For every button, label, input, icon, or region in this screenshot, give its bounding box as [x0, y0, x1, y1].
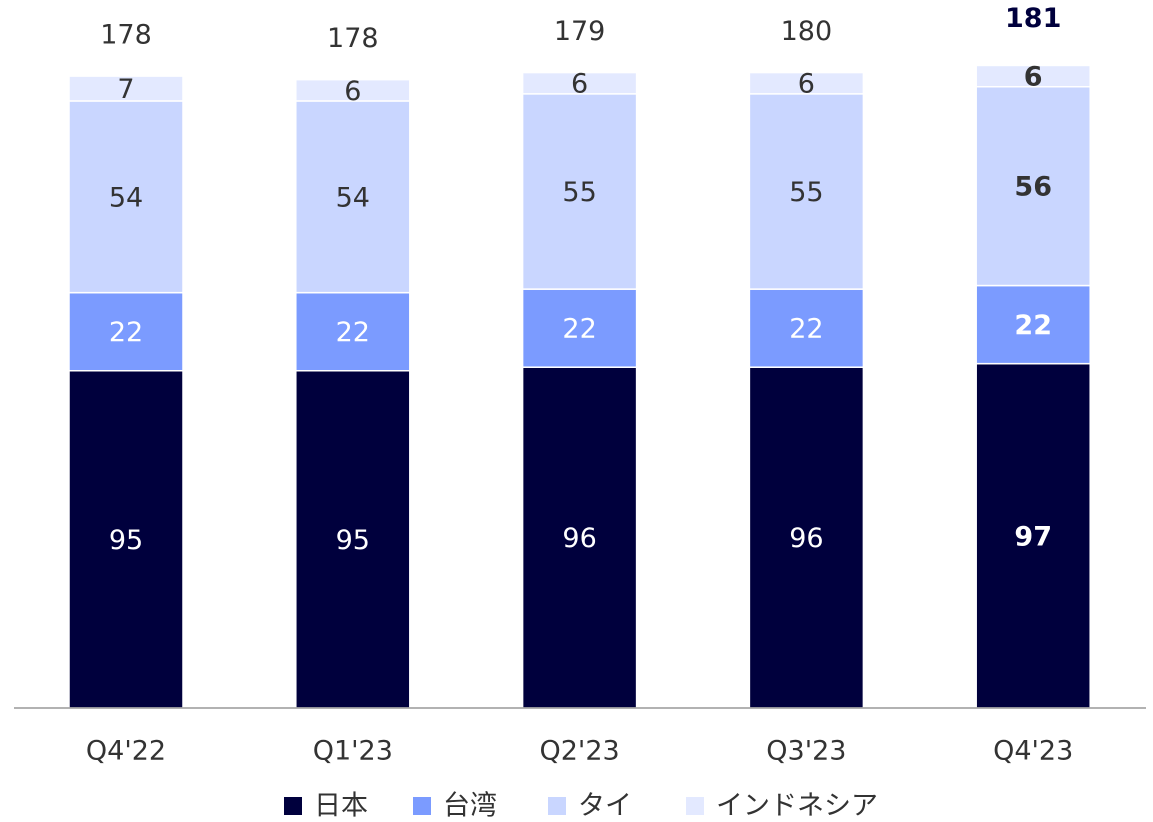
value-label: 95 — [336, 525, 370, 556]
x-tick-label: Q2'23 — [539, 736, 619, 767]
x-tick-label: Q1'23 — [313, 736, 393, 767]
bar-segment — [748, 366, 865, 709]
bar-segment — [975, 362, 1091, 709]
total-label: 181 — [1005, 3, 1061, 34]
value-label: 54 — [109, 182, 143, 213]
bar-segment — [521, 288, 638, 368]
x-tick-label: Q3'23 — [766, 736, 846, 767]
value-label: 96 — [789, 523, 823, 554]
bar-segment — [521, 71, 638, 95]
value-label: 55 — [562, 177, 596, 208]
legend-label: インドネシア — [716, 791, 878, 822]
value-label: 54 — [336, 182, 370, 213]
value-label: 95 — [109, 525, 143, 556]
bar-segment — [68, 370, 184, 709]
legend-label: 台湾 — [443, 791, 497, 822]
bar-segment — [295, 291, 411, 372]
total-label: 178 — [327, 23, 379, 54]
value-label: 55 — [789, 177, 823, 208]
total-label: 180 — [781, 16, 833, 47]
legend-swatch — [284, 797, 302, 815]
bar-segment — [68, 291, 184, 372]
x-tick-label: Q4'23 — [993, 736, 1073, 767]
bar-segment — [295, 78, 411, 102]
value-label: 7 — [117, 74, 134, 105]
value-label: 22 — [562, 314, 596, 345]
value-label: 97 — [1014, 521, 1052, 552]
x-tick-label: Q4'22 — [86, 736, 166, 767]
bar-segment — [295, 370, 411, 709]
legend-swatch — [686, 797, 704, 815]
bar-segment — [521, 93, 638, 290]
bar-segment — [975, 284, 1091, 365]
bar-segment — [975, 64, 1091, 88]
value-label: 6 — [798, 69, 815, 100]
value-label: 56 — [1014, 172, 1052, 203]
bar-segment — [68, 75, 184, 102]
legend-label: 日本 — [314, 791, 368, 822]
value-label: 22 — [336, 317, 370, 348]
value-label: 6 — [1024, 62, 1043, 93]
value-label: 6 — [344, 76, 361, 107]
legend-swatch — [413, 797, 431, 815]
legend-label: タイ — [578, 791, 632, 822]
bar-segment — [295, 100, 411, 294]
legend-swatch — [548, 797, 566, 815]
value-label: 22 — [109, 317, 143, 348]
bar-segment — [975, 86, 1091, 287]
bar-segment — [521, 366, 638, 709]
value-label: 22 — [1014, 310, 1052, 341]
value-label: 6 — [571, 69, 588, 100]
value-label: 96 — [562, 523, 596, 554]
value-label: 22 — [789, 314, 823, 345]
bar-segment — [748, 71, 865, 95]
bar-segment — [748, 93, 865, 290]
total-label: 179 — [554, 16, 606, 47]
total-label: 178 — [100, 20, 152, 51]
bar-segment — [748, 288, 865, 368]
